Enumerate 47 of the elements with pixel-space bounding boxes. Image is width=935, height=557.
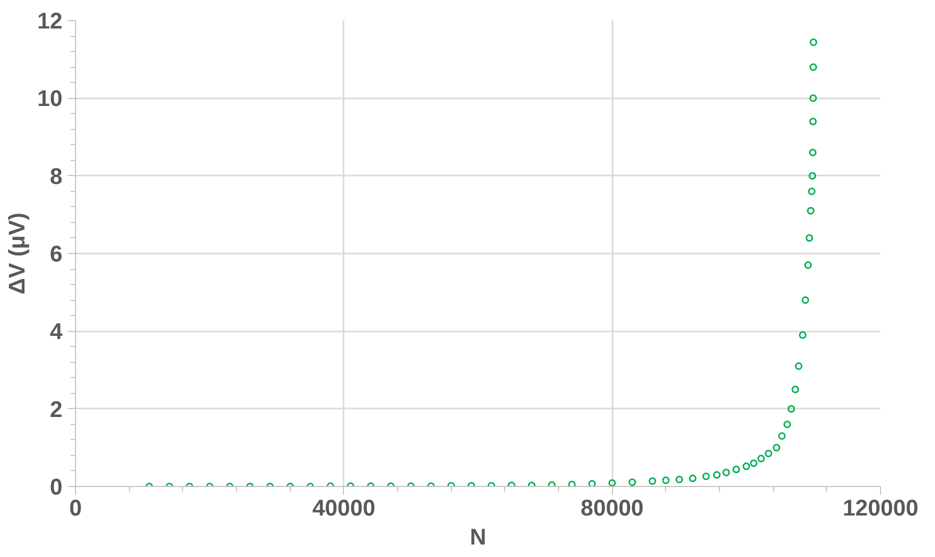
point [810, 63, 818, 71]
y-tick-label: 0 [50, 474, 63, 500]
point [750, 459, 758, 467]
point [662, 476, 670, 484]
point [806, 207, 814, 215]
y-tick-label: 8 [50, 162, 63, 189]
x-tick-label: 120000 [842, 494, 918, 520]
point [713, 471, 721, 479]
point [808, 148, 816, 156]
x-axis-title: N [470, 524, 486, 550]
point [608, 479, 616, 486]
point [810, 38, 818, 46]
point [788, 405, 796, 413]
x-tick-label: 80000 [580, 494, 644, 520]
y-tick-label: 10 [37, 85, 62, 112]
point [722, 468, 730, 476]
y-tick-label: 2 [50, 396, 63, 422]
point [792, 386, 800, 394]
point [757, 454, 765, 462]
point [794, 362, 802, 370]
point [808, 172, 816, 180]
point [809, 94, 817, 102]
point [676, 476, 683, 484]
point [702, 472, 710, 480]
y-axis-title: ΔV (μV) [3, 212, 30, 294]
y-tick-label: 6 [50, 240, 63, 266]
point [648, 477, 656, 485]
point [798, 331, 806, 339]
point [804, 261, 812, 269]
point [802, 296, 810, 304]
point [568, 480, 576, 486]
point [588, 480, 596, 486]
point [732, 466, 740, 474]
point [772, 444, 780, 452]
point [688, 474, 696, 482]
y-tick-label: 4 [50, 318, 63, 344]
x-tick-label: 0 [69, 494, 82, 520]
y-tick-label: 12 [37, 8, 62, 34]
point [806, 234, 814, 242]
point [778, 432, 786, 440]
x-tick-label: 40000 [312, 494, 376, 520]
point [628, 478, 636, 486]
point [808, 188, 816, 196]
point [784, 420, 792, 428]
point [742, 462, 750, 470]
point [809, 118, 817, 126]
point [764, 450, 772, 458]
